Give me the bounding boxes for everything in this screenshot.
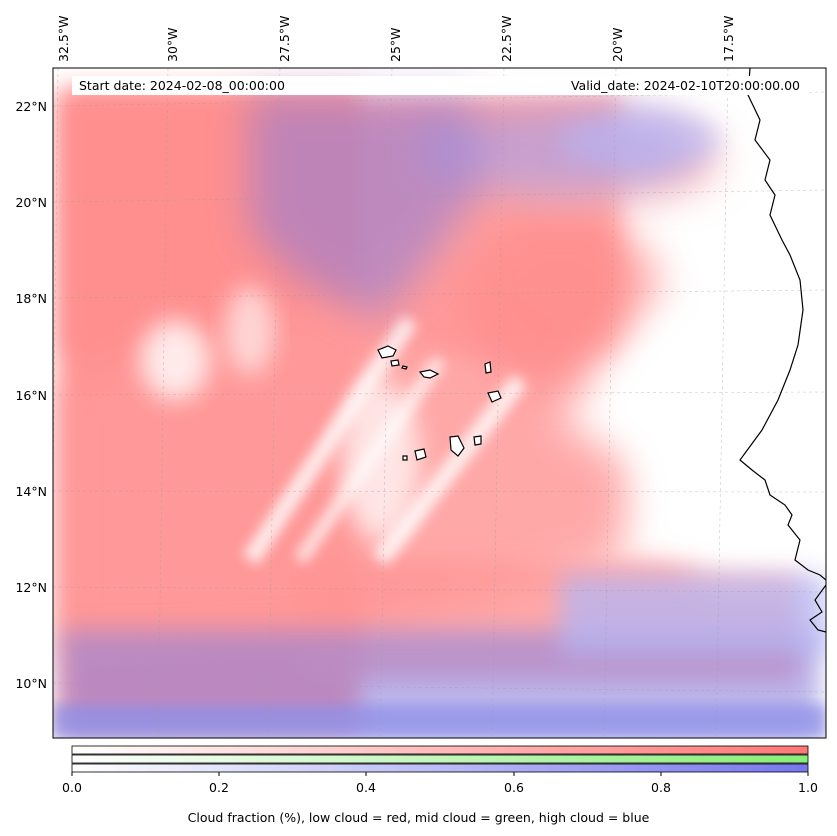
lon-label: 25°W: [388, 27, 403, 62]
lon-label: 22.5°W: [499, 16, 514, 62]
map-frame: [52, 67, 827, 739]
map-panel: Start date: 2024-02-08_00:00:00 Valid_da…: [53, 68, 826, 738]
latitude-labels: 22°N 20°N 18°N 16°N 14°N 12°N 10°N: [15, 99, 47, 691]
colorbar-tick: 0.2: [209, 780, 229, 795]
colorbar-tick: 0.4: [356, 780, 376, 795]
lon-label: 30°W: [165, 27, 180, 62]
colorbar-label: Cloud fraction (%), low cloud = red, mid…: [187, 810, 650, 825]
lon-label: 20°W: [610, 27, 625, 62]
longitude-labels: 32.5°W 30°W 27.5°W 25°W 22.5°W 20°W 17.5…: [56, 16, 736, 62]
colorbar-tick: 0.0: [62, 780, 82, 795]
date-strip: [72, 76, 809, 95]
colorbar-tick: 1.0: [798, 780, 818, 795]
lat-label: 12°N: [15, 580, 47, 595]
colorbar-high-blue: [71, 763, 809, 773]
valid-date-label: Valid_date: 2024-02-10T20:00:00.00: [571, 78, 800, 93]
lat-label: 18°N: [15, 291, 47, 306]
colorbar-tick: 0.6: [504, 780, 524, 795]
high-cloud-field: [53, 95, 826, 738]
lon-label: 17.5°W: [721, 16, 736, 62]
africa-coastline: [739, 68, 826, 581]
lat-label: 14°N: [15, 484, 47, 499]
colorbar-low-red: [71, 745, 809, 755]
lon-label: 27.5°W: [277, 16, 292, 62]
lat-label: 22°N: [15, 99, 47, 114]
lat-label: 20°N: [15, 195, 47, 210]
colorbar: 0.0 0.2 0.4 0.6 0.8 1.0: [62, 745, 818, 795]
colorbar-mid-green: [71, 754, 809, 764]
africa-coastline-south: [809, 584, 826, 633]
lat-label: 10°N: [15, 676, 47, 691]
lon-label: 32.5°W: [56, 16, 71, 62]
lat-label: 16°N: [15, 388, 47, 403]
start-date-label: Start date: 2024-02-08_00:00:00: [79, 78, 285, 93]
colorbar-tick: 0.8: [651, 780, 671, 795]
cape-verde-islands: [377, 345, 502, 461]
